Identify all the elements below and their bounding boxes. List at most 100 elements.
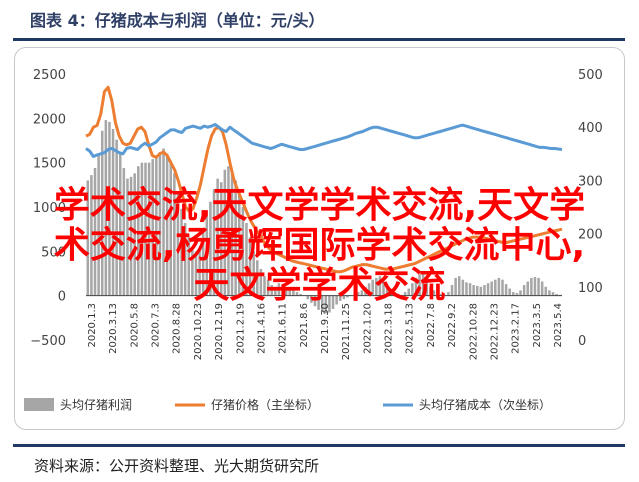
profit-bar (158, 152, 162, 296)
x-tick-label: 2021.11.25 (341, 303, 352, 360)
profit-bar (533, 277, 537, 296)
profit-bar (223, 169, 227, 296)
profit-bar (266, 279, 270, 296)
x-tick-label: 2021.4.16 (256, 303, 267, 354)
profit-bar (346, 295, 349, 298)
profit-bar (274, 286, 277, 296)
x-tick-label: 2023.2.17 (511, 303, 522, 354)
right-axis: 500 400 300 200 100 0 (578, 68, 603, 349)
profit-bar (317, 295, 320, 310)
x-tick-label: 2023.3.5 (532, 303, 543, 348)
profit-bar (522, 285, 526, 296)
profit-bar (183, 222, 187, 296)
profit-bar (248, 237, 252, 296)
profit-bar (295, 292, 299, 296)
profit-bar (439, 293, 443, 296)
profit-bar (475, 285, 479, 296)
profit-bar (512, 292, 515, 296)
profit-bar (407, 288, 411, 296)
profit-bar (147, 162, 151, 296)
profit-bar (504, 284, 508, 296)
profit-bar (385, 285, 389, 296)
profit-bar (501, 279, 504, 296)
source-note: 资料来源：公开资料整理、光大期货研究所 (34, 457, 320, 475)
profit-bar (86, 180, 90, 296)
profit-bar (111, 128, 115, 296)
x-tick-label: 2022.12.23 (489, 303, 500, 360)
profit-bar (454, 277, 457, 296)
right-tick-label: 500 (578, 68, 603, 83)
profit-bar (461, 279, 465, 296)
profit-bar (97, 153, 100, 296)
profit-bar (551, 292, 555, 296)
profit-bar (256, 260, 259, 296)
profit-bar (104, 120, 108, 296)
profit-bar (515, 293, 519, 296)
right-tick-label: 300 (578, 174, 603, 189)
x-tick-label: 2020.5.8 (129, 303, 140, 348)
profit-bar (367, 283, 371, 296)
profit-bar (331, 295, 335, 309)
x-tick-label: 2022.9.2 (447, 303, 458, 348)
profit-bar (403, 292, 407, 296)
left-tick-label: 2000 (33, 112, 66, 127)
profit-bar (540, 281, 544, 296)
profit-bar (90, 175, 93, 296)
profit-bar (508, 288, 511, 296)
chart-panel (14, 47, 625, 430)
profit-bar (187, 237, 191, 296)
profit-bar (227, 166, 230, 296)
profit-bar (144, 162, 147, 296)
profit-bar (270, 285, 273, 296)
x-tick-label: 2020.7.3 (151, 303, 162, 348)
x-tick-label: 2020.10.23 (193, 303, 204, 360)
profit-bar (353, 293, 356, 296)
chart-title: 图表 4：仔猪成本与利润（单位：元/头） (30, 11, 325, 30)
profit-bar (375, 277, 378, 296)
profit-bar (328, 295, 331, 313)
profit-bar (230, 171, 234, 296)
profit-bar (133, 173, 136, 296)
title-rule (13, 38, 625, 41)
profit-bar (306, 295, 310, 300)
profit-bar (324, 295, 328, 314)
profit-bar (519, 290, 522, 296)
left-axis: 2500 2000 1500 1000 500 0 −500 (30, 68, 66, 349)
profit-bar (490, 281, 493, 296)
cost-line (85, 123, 563, 158)
profit-bar (313, 295, 317, 307)
profit-bar (198, 249, 201, 296)
profit-bar (284, 286, 288, 296)
profit-bar (479, 286, 483, 296)
profit-bar (310, 295, 313, 303)
profit-bar (216, 178, 219, 296)
profit-bar (429, 286, 432, 296)
profit-bar (421, 272, 425, 296)
profit-bar (263, 276, 266, 296)
profit-bar (137, 166, 140, 296)
profit-bar (219, 182, 223, 296)
profit-bar (418, 274, 421, 296)
left-tick-label: −500 (30, 334, 66, 349)
profit-bar (169, 162, 173, 296)
profit-bar (252, 251, 255, 296)
overlay-text-line-3: 天文学学术交流 (193, 265, 446, 306)
profit-bar (209, 201, 212, 296)
x-tick-label: 2023.5.4 (553, 303, 564, 348)
legend-label-cost: 头均仔猪成本（次坐标） (419, 398, 551, 412)
legend-label-price: 仔猪价格（主坐标） (211, 397, 319, 412)
profit-bar (108, 121, 111, 296)
profit-bar (436, 292, 439, 296)
profit-bar (180, 208, 183, 296)
left-tick-label: 1500 (33, 157, 66, 172)
profit-bar (241, 207, 245, 296)
x-tick-label: 2022.1.20 (362, 303, 373, 354)
profit-bar (165, 153, 169, 296)
profit-bar (140, 162, 144, 296)
overlay-text-line-2: 术交流,杨勇辉国际学术交流中心, (53, 225, 586, 266)
x-tick-label: 2022.7.8 (426, 303, 437, 348)
x-tick-label: 2020.3.13 (108, 303, 119, 354)
x-tick-label: 2021.6.11 (278, 303, 289, 354)
x-tick-label: 2022.3.18 (384, 303, 395, 354)
